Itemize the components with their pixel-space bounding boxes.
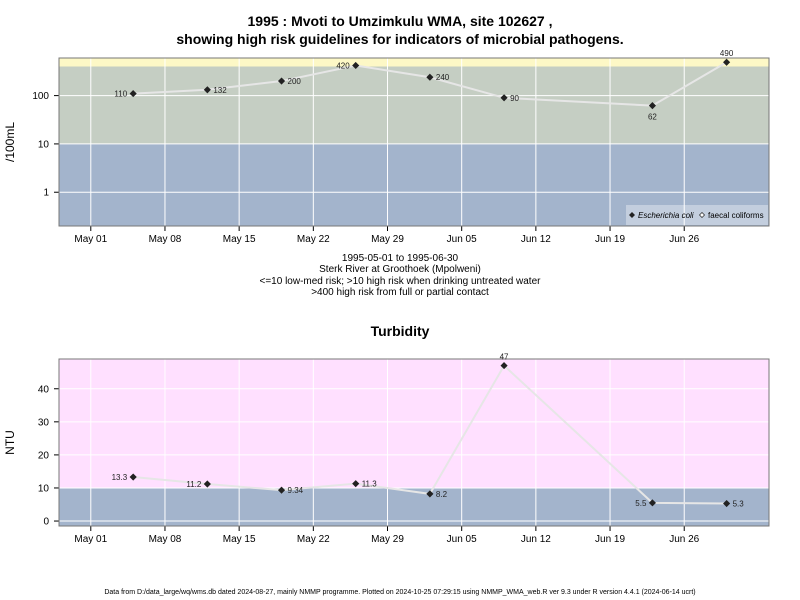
- y-axis-label: NTU: [3, 430, 17, 455]
- x-tick-label: May 08: [149, 234, 182, 245]
- x-tick-label: May 01: [74, 234, 107, 245]
- y-tick-label: 10: [38, 483, 50, 494]
- data-label: 132: [213, 86, 227, 95]
- data-point: [723, 58, 731, 66]
- data-label: 9.34: [288, 486, 304, 495]
- x-tick-label: Jun 26: [669, 534, 699, 545]
- series-line: [133, 61, 728, 107]
- data-point: [277, 77, 286, 85]
- data-point: [426, 73, 434, 81]
- data-point: [203, 480, 211, 488]
- risk-band-1: [59, 143, 769, 226]
- legend-marker-filled: [629, 212, 635, 218]
- risk-band-2: [59, 66, 769, 144]
- x-tick-label: May 01: [74, 534, 107, 545]
- chart-title-line-1: 1995 : Mvoti to Umzimkulu WMA, site 1026…: [247, 13, 553, 29]
- y-tick-label: 40: [38, 384, 50, 395]
- x-tick-label: May 29: [371, 534, 404, 545]
- x-tick-label: Jun 26: [669, 234, 699, 245]
- y-tick-label: 100: [32, 91, 49, 102]
- data-label: 8.2: [436, 490, 448, 499]
- risk-band-3: [59, 58, 769, 67]
- data-point: [352, 480, 360, 488]
- y-tick-label: 20: [38, 450, 50, 461]
- legend: Escherichia coli faecal coliforms: [626, 205, 768, 225]
- plot-frame: [58, 358, 770, 527]
- data-point: [203, 86, 211, 94]
- caption-risk-contact: >400 high risk from full or partial cont…: [311, 287, 489, 298]
- x-tick-label: May 22: [297, 234, 330, 245]
- x-tick-label: Jun 19: [595, 534, 625, 545]
- data-label: 13.3: [112, 473, 128, 482]
- data-label: 90: [510, 94, 519, 103]
- legend-label: Escherichia coli: [638, 211, 694, 220]
- y-tick-label: 1: [43, 188, 49, 199]
- data-point: [426, 490, 434, 498]
- legend-marker-open: [699, 212, 705, 218]
- chart-title-line-2: showing high risk guidelines for indicat…: [176, 31, 624, 47]
- risk-band-2: [59, 359, 769, 488]
- panel-1: May 01 May 08 May 15 May 22 May 29 Jun 05 Jun …: [3, 49, 770, 245]
- data-point: [129, 90, 137, 98]
- data-label: 5.3: [733, 500, 745, 509]
- y-tick-label: 30: [38, 417, 50, 428]
- risk-band-1: [59, 487, 769, 526]
- caption-date-range: 1995-05-01 to 1995-06-30: [341, 253, 459, 264]
- x-tick-label: Jun 12: [521, 234, 551, 245]
- caption-site-name: Sterk River at Groothoek (Mpolweni): [319, 264, 481, 275]
- x-tick-label: Jun 19: [595, 234, 625, 245]
- x-tick-label: Jun 12: [521, 534, 551, 545]
- x-tick-label: May 08: [149, 534, 182, 545]
- data-label: 11.3: [362, 480, 378, 489]
- data-point: [277, 486, 286, 494]
- data-label: 490: [720, 49, 734, 58]
- x-tick-label: Jun 05: [447, 234, 477, 245]
- x-tick-label: May 15: [223, 534, 256, 545]
- x-tick-label: May 22: [297, 534, 330, 545]
- series-line: [133, 364, 727, 505]
- footer-note: Data from D:/data_large/wq/wms.db dated …: [104, 589, 696, 596]
- legend-box: [626, 205, 768, 225]
- data-label: 110: [114, 90, 127, 99]
- turbidity-title: Turbidity: [370, 323, 430, 339]
- data-label: 5.5: [635, 499, 647, 508]
- x-tick-label: May 15: [223, 234, 256, 245]
- x-tick-label: May 29: [371, 234, 404, 245]
- data-label: 62: [648, 113, 657, 122]
- data-point: [500, 362, 508, 370]
- data-label: 11.2: [186, 480, 202, 489]
- y-axis-label: /100mL: [3, 122, 17, 162]
- data-label: 47: [500, 353, 509, 362]
- data-point: [723, 499, 731, 508]
- data-point: [648, 102, 656, 110]
- data-point: [648, 499, 656, 507]
- data-point: [129, 473, 137, 481]
- data-point: [500, 94, 508, 102]
- data-label: 200: [288, 77, 302, 86]
- y-tick-label: 10: [38, 139, 50, 150]
- legend-label: faecal coliforms: [708, 211, 764, 220]
- plot-frame: [58, 57, 770, 227]
- data-point: [352, 61, 360, 70]
- data-label: 240: [436, 73, 450, 82]
- data-label: 420: [336, 61, 350, 70]
- panel-2: May 01 May 08 May 15 May 22 May 29 Jun 05 Jun …: [3, 353, 770, 545]
- caption-risk-drinking: <=10 low-med risk; >10 high risk when dr…: [259, 276, 541, 287]
- x-tick-label: Jun 05: [447, 534, 477, 545]
- y-tick-label: 0: [43, 517, 49, 528]
